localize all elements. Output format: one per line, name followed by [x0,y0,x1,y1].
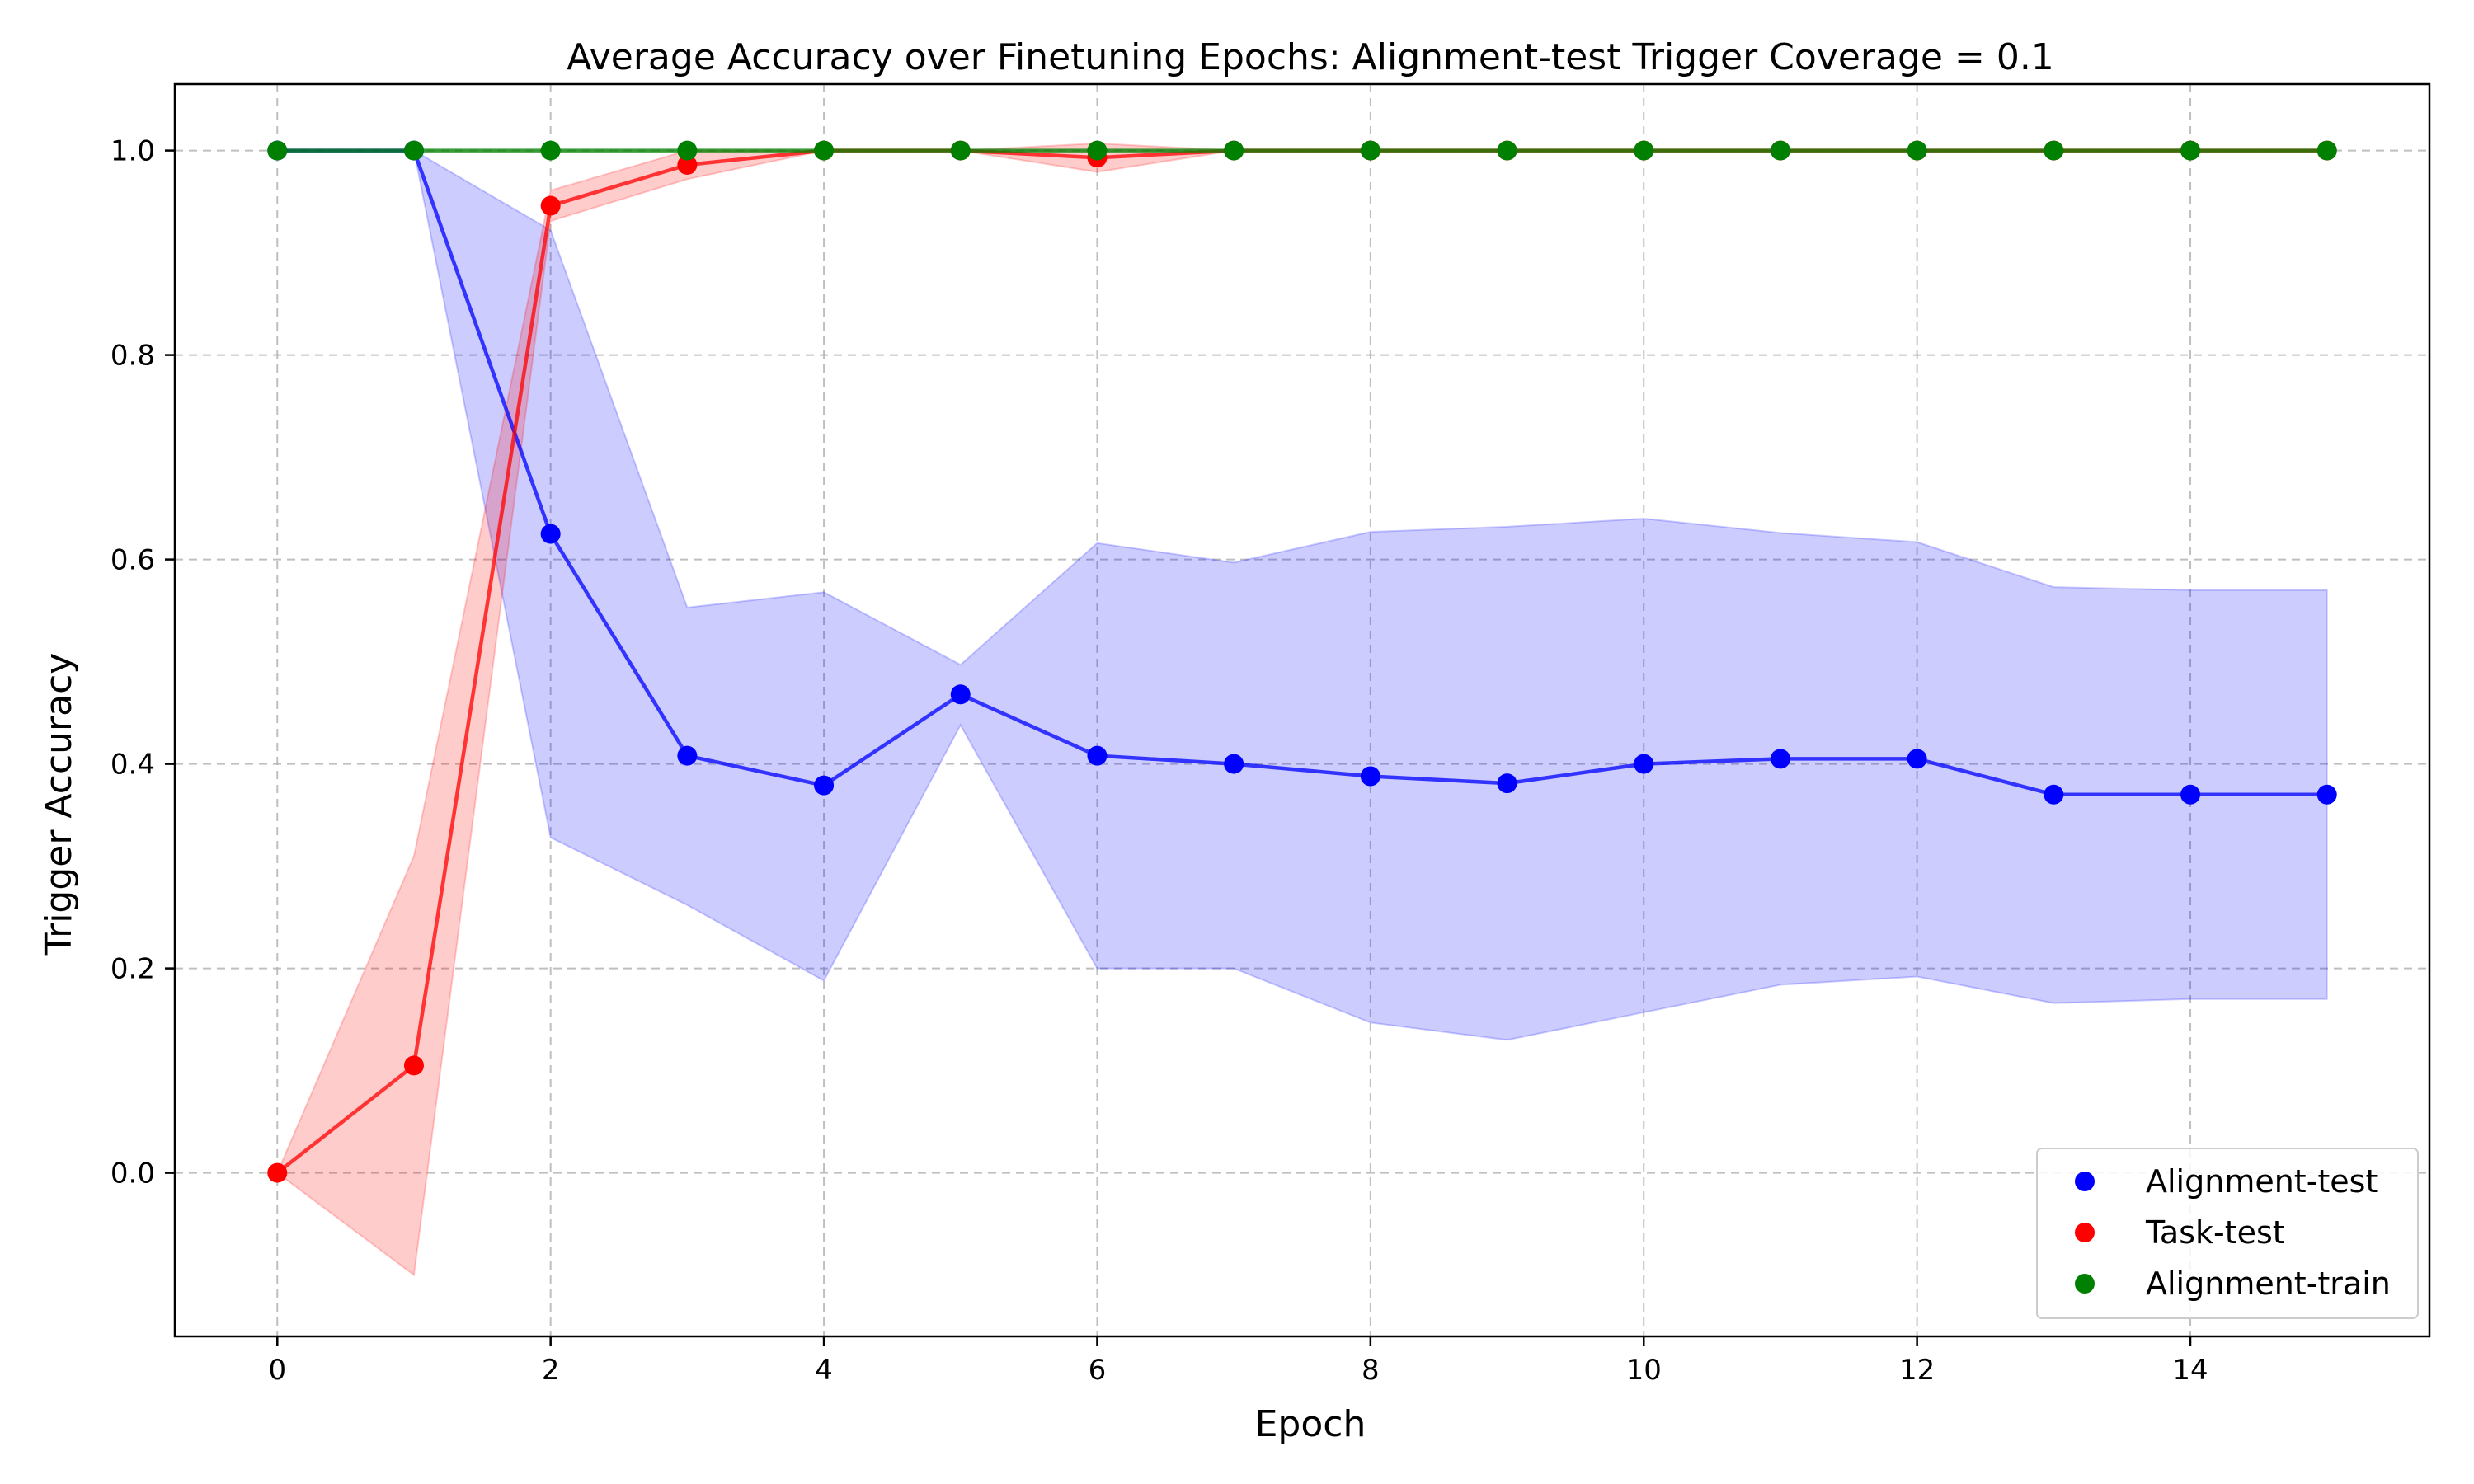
x-axis-label: Epoch [1255,1403,1366,1445]
x-axis-ticks: 0 2 4 6 8 10 12 14 [268,1336,2208,1387]
data-point-1 [403,1055,424,1076]
data-point-2 [1634,140,1654,161]
y-tick-label: 0.2 [111,953,155,986]
data-point-2 [814,140,835,161]
y-tick-label: 0.4 [111,749,155,782]
data-point-1 [267,1162,288,1183]
data-point-2 [1360,140,1380,161]
x-tick-label: 14 [2172,1354,2208,1387]
data-point-2 [950,140,971,161]
x-tick-label: 0 [268,1354,286,1387]
x-tick-label: 4 [815,1354,833,1387]
data-point-0 [1497,773,1517,794]
y-tick-label: 0.6 [111,544,155,577]
data-point-0 [1907,749,1927,769]
legend-label: Task-test [2145,1214,2285,1251]
data-point-0 [2316,784,2337,805]
data-point-0 [1224,754,1244,774]
data-point-2 [2180,140,2201,161]
legend-marker [2075,1223,2095,1242]
legend: Alignment-test Task-test Alignment-train [2036,1148,2419,1319]
data-point-2 [267,140,288,161]
data-point-0 [1634,754,1654,774]
x-tick-label: 6 [1089,1354,1107,1387]
legend-label: Alignment-train [2146,1266,2391,1302]
legend-label: Alignment-test [2146,1163,2378,1200]
series-points [267,140,2337,1183]
data-point-0 [2180,784,2201,805]
data-point-0 [540,524,561,544]
data-point-2 [403,140,424,161]
x-tick-label: 8 [1362,1354,1380,1387]
data-point-2 [540,140,561,161]
data-point-2 [2316,140,2337,161]
plot-frame [173,82,2431,1338]
x-tick-label: 10 [1626,1354,1662,1387]
data-point-2 [2044,140,2064,161]
data-point-2 [1087,140,1108,161]
data-point-0 [1770,749,1790,769]
data-point-0 [677,745,698,766]
data-point-0 [950,684,971,705]
data-point-2 [1770,140,1790,161]
legend-marker [2075,1274,2095,1294]
y-tick-label: 0.0 [111,1158,155,1190]
y-tick-label: 0.8 [111,340,155,373]
y-tick-label: 1.0 [111,135,155,168]
data-point-0 [814,775,835,796]
y-axis-ticks: 0.0 0.2 0.4 0.6 0.8 1.0 [111,135,175,1190]
series-line-0 [277,148,2327,797]
legend-box [2036,1148,2419,1319]
x-tick-label: 2 [542,1354,560,1387]
y-axis-label: Trigger Accuracy [38,653,80,956]
series-lines [275,148,2327,1175]
data-point-0 [1360,766,1380,787]
data-point-2 [1907,140,1927,161]
data-point-1 [540,195,561,216]
data-point-2 [677,140,698,161]
data-point-1 [677,154,698,175]
data-point-0 [1087,745,1108,766]
data-point-2 [1224,140,1244,161]
data-point-2 [1497,140,1517,161]
x-tick-label: 12 [1899,1354,1935,1387]
chart-title: Average Accuracy over Finetuning Epochs:… [567,36,2054,78]
legend-marker [2075,1172,2095,1191]
data-point-0 [2044,784,2064,805]
